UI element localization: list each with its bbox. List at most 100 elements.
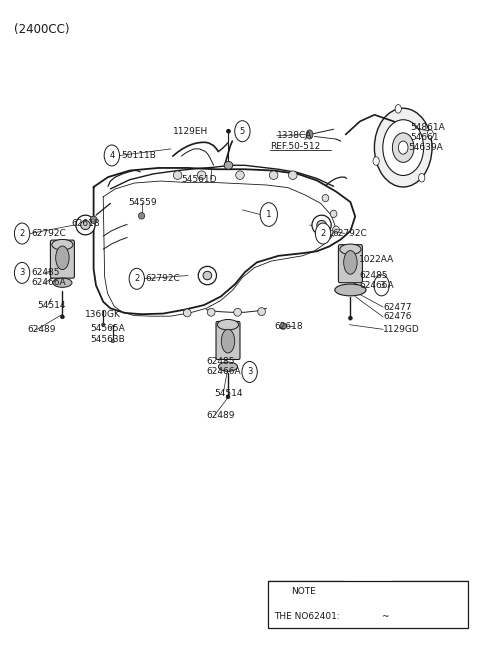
Ellipse shape xyxy=(348,316,352,320)
Ellipse shape xyxy=(90,216,97,223)
Ellipse shape xyxy=(236,171,244,179)
Circle shape xyxy=(14,223,30,244)
Text: 54563B: 54563B xyxy=(90,335,125,344)
Text: 54639A: 54639A xyxy=(408,143,443,152)
Text: 4: 4 xyxy=(109,151,114,160)
Text: 62466A: 62466A xyxy=(32,278,66,287)
Text: 1: 1 xyxy=(266,210,272,219)
Text: 3: 3 xyxy=(19,268,25,277)
Ellipse shape xyxy=(197,171,206,179)
Text: 62485: 62485 xyxy=(359,271,387,280)
Ellipse shape xyxy=(427,130,433,138)
FancyBboxPatch shape xyxy=(50,240,74,278)
Text: NOTE: NOTE xyxy=(291,587,316,596)
Ellipse shape xyxy=(269,171,278,179)
Circle shape xyxy=(366,608,379,625)
Ellipse shape xyxy=(138,213,145,219)
Text: 54565A: 54565A xyxy=(90,324,125,333)
Text: 54861A: 54861A xyxy=(410,123,445,133)
Circle shape xyxy=(391,608,404,625)
Circle shape xyxy=(14,262,30,283)
Circle shape xyxy=(235,121,250,142)
Text: 54514: 54514 xyxy=(37,300,66,310)
Ellipse shape xyxy=(76,215,95,235)
Text: 54661: 54661 xyxy=(410,133,439,142)
FancyBboxPatch shape xyxy=(216,321,240,359)
Ellipse shape xyxy=(288,171,297,179)
Ellipse shape xyxy=(56,246,69,270)
Ellipse shape xyxy=(373,157,379,165)
Text: THE NO62401:: THE NO62401: xyxy=(274,612,342,621)
Text: 62466A: 62466A xyxy=(359,281,394,290)
Ellipse shape xyxy=(234,308,241,316)
Text: 1: 1 xyxy=(370,612,375,621)
Text: 3: 3 xyxy=(247,367,252,377)
Text: 2: 2 xyxy=(134,274,139,283)
Text: 2: 2 xyxy=(20,229,24,238)
Ellipse shape xyxy=(52,239,73,250)
Text: 62792C: 62792C xyxy=(145,274,180,283)
Ellipse shape xyxy=(419,173,425,182)
Ellipse shape xyxy=(344,251,357,274)
Ellipse shape xyxy=(395,104,401,113)
Text: 3: 3 xyxy=(379,281,384,290)
Ellipse shape xyxy=(312,215,331,235)
Circle shape xyxy=(315,223,331,244)
Text: 1129GD: 1129GD xyxy=(383,325,420,334)
Text: 62792C: 62792C xyxy=(332,229,367,238)
Ellipse shape xyxy=(221,329,235,353)
Text: REF.50-512: REF.50-512 xyxy=(270,142,320,151)
Ellipse shape xyxy=(345,255,351,262)
Ellipse shape xyxy=(333,226,339,233)
Ellipse shape xyxy=(203,272,212,280)
Text: 1022AA: 1022AA xyxy=(359,255,394,264)
Text: (2400CC): (2400CC) xyxy=(14,23,70,36)
Ellipse shape xyxy=(258,308,265,316)
Ellipse shape xyxy=(280,323,286,329)
Text: 62477: 62477 xyxy=(383,302,411,312)
Ellipse shape xyxy=(111,340,115,342)
Circle shape xyxy=(104,145,120,166)
Ellipse shape xyxy=(183,309,191,317)
Ellipse shape xyxy=(306,130,313,139)
Text: 62792C: 62792C xyxy=(32,229,66,238)
Text: 62618: 62618 xyxy=(71,218,100,228)
Ellipse shape xyxy=(398,141,408,154)
Text: 62618: 62618 xyxy=(275,322,303,331)
Ellipse shape xyxy=(226,395,230,399)
Text: 54561D: 54561D xyxy=(181,174,217,184)
Circle shape xyxy=(129,268,144,289)
Ellipse shape xyxy=(60,315,64,319)
Text: ~: ~ xyxy=(381,612,389,621)
Ellipse shape xyxy=(340,244,361,255)
Ellipse shape xyxy=(207,308,215,316)
Circle shape xyxy=(242,361,257,382)
Text: 62489: 62489 xyxy=(28,325,56,335)
Text: 2: 2 xyxy=(321,229,325,238)
Text: 1338CA: 1338CA xyxy=(276,131,312,140)
Ellipse shape xyxy=(217,319,239,330)
Text: 1129EH: 1129EH xyxy=(173,127,208,136)
Ellipse shape xyxy=(81,220,90,230)
Text: 1360GK: 1360GK xyxy=(84,310,120,319)
Circle shape xyxy=(260,203,277,226)
Text: 50111B: 50111B xyxy=(121,151,156,160)
Ellipse shape xyxy=(392,133,414,162)
Text: 5: 5 xyxy=(395,612,400,621)
Text: 62466A: 62466A xyxy=(206,367,241,376)
Ellipse shape xyxy=(226,129,231,133)
Ellipse shape xyxy=(317,220,326,230)
Text: 5: 5 xyxy=(240,127,245,136)
Ellipse shape xyxy=(335,284,366,296)
Text: 54559: 54559 xyxy=(129,197,157,207)
Ellipse shape xyxy=(224,161,233,169)
Text: 62485: 62485 xyxy=(32,268,60,277)
Text: 62476: 62476 xyxy=(383,312,411,321)
Ellipse shape xyxy=(374,108,432,187)
Ellipse shape xyxy=(101,323,105,326)
Ellipse shape xyxy=(383,119,423,175)
Circle shape xyxy=(374,275,389,296)
Text: 62489: 62489 xyxy=(206,411,235,420)
Ellipse shape xyxy=(322,194,329,202)
Text: 54514: 54514 xyxy=(215,389,243,398)
